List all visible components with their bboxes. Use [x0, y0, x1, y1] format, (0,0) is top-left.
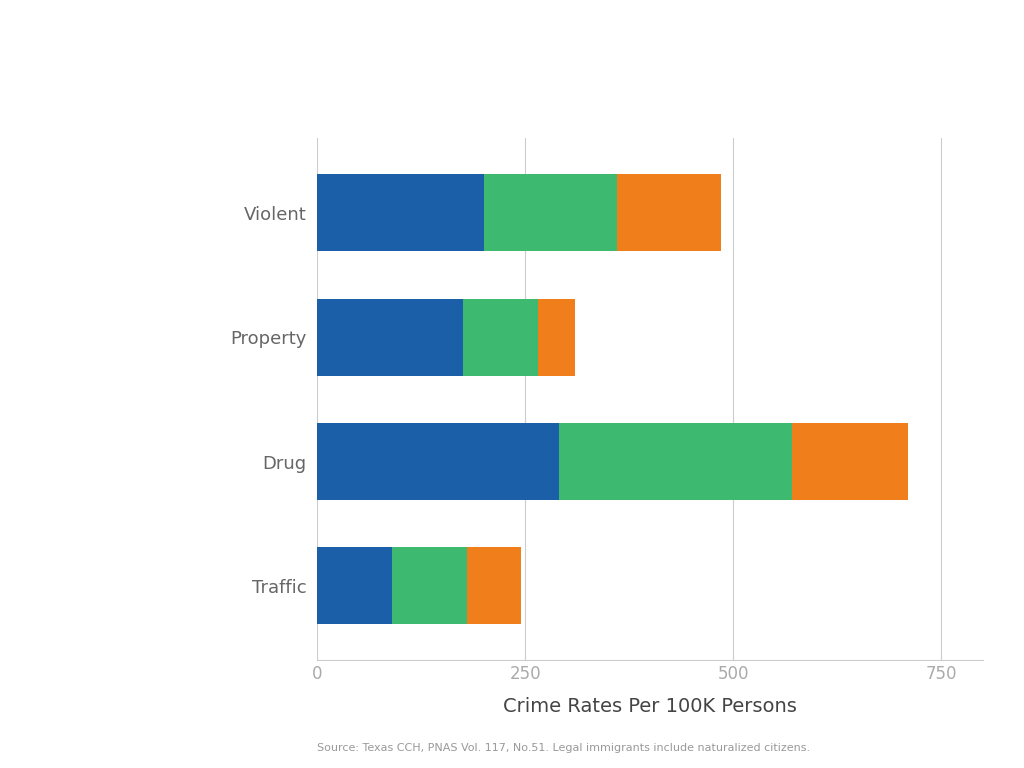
Bar: [317, 423, 559, 500]
Bar: [317, 548, 392, 624]
Text: Crimes by Immigration Status: Crimes by Immigration Status: [68, 38, 956, 91]
Bar: [392, 548, 467, 624]
Text: Source: Texas CCH, PNAS Vol. 117, No.51. Legal immigrants include naturalized ci: Source: Texas CCH, PNAS Vol. 117, No.51.…: [317, 743, 811, 753]
Bar: [317, 174, 483, 251]
Bar: [317, 299, 463, 376]
Bar: [559, 423, 792, 500]
Bar: [483, 174, 616, 251]
Bar: [538, 299, 575, 376]
Bar: [792, 423, 908, 500]
Bar: [616, 174, 721, 251]
Bar: [463, 299, 538, 376]
Bar: [467, 548, 521, 624]
Text: UNDOCUMENTED
MIGRANT: UNDOCUMENTED MIGRANT: [62, 469, 250, 514]
Text: LEGAL
IMMIGRANT: LEGAL IMMIGRANT: [92, 354, 220, 399]
X-axis label: Crime Rates Per 100K Persons: Crime Rates Per 100K Persons: [504, 697, 797, 717]
Text: FA
CT: FA CT: [99, 598, 167, 692]
Text: U.S. BORN: U.S. BORN: [99, 263, 213, 282]
